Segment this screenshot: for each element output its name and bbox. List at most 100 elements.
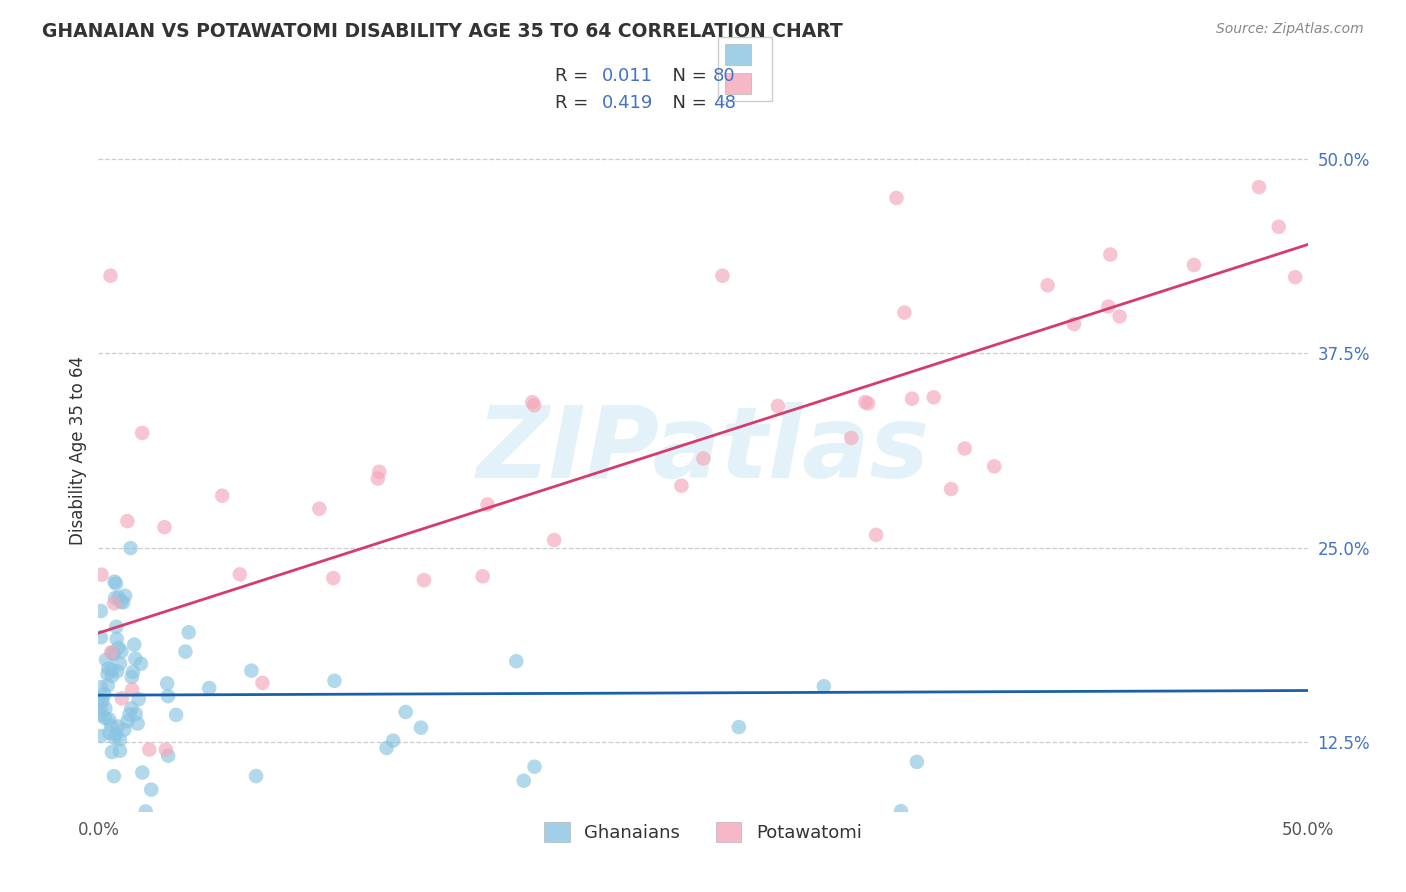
Point	[117, 514, 139, 528]
Point	[131, 425, 153, 440]
Point	[90, 680, 112, 694]
Point	[120, 541, 142, 555]
Point	[103, 647, 125, 661]
Point	[1182, 258, 1205, 272]
Text: ZIPatlas: ZIPatlas	[477, 402, 929, 499]
Point	[108, 732, 131, 747]
Point	[523, 760, 546, 774]
Text: R =: R =	[555, 67, 595, 85]
Point	[323, 673, 346, 688]
Point	[111, 691, 134, 706]
Point	[543, 533, 565, 547]
Point	[308, 501, 330, 516]
Point	[135, 805, 157, 819]
Point	[105, 632, 128, 646]
Point	[165, 707, 187, 722]
Point	[90, 729, 112, 743]
Point	[128, 692, 150, 706]
Point	[865, 528, 887, 542]
Point	[322, 571, 344, 585]
Point	[98, 712, 121, 726]
Point	[91, 693, 114, 707]
Point	[114, 589, 136, 603]
Point	[114, 723, 136, 737]
Point	[177, 625, 200, 640]
Point	[766, 399, 789, 413]
Text: Source: ZipAtlas.com: Source: ZipAtlas.com	[1216, 22, 1364, 37]
Point	[96, 667, 118, 681]
Point	[229, 567, 252, 582]
Text: 0.011: 0.011	[602, 67, 652, 85]
Point	[93, 687, 115, 701]
Point	[512, 773, 534, 788]
Point	[90, 631, 112, 645]
Point	[103, 574, 125, 589]
Text: N =: N =	[661, 67, 713, 85]
Point	[121, 682, 143, 697]
Point	[413, 573, 436, 587]
Point	[90, 703, 112, 717]
Point	[240, 664, 263, 678]
Point	[156, 676, 179, 690]
Point	[245, 769, 267, 783]
Point	[711, 268, 734, 283]
Point	[108, 657, 131, 671]
Y-axis label: Disability Age 35 to 64: Disability Age 35 to 64	[69, 356, 87, 545]
Point	[505, 654, 527, 668]
Point	[90, 693, 112, 707]
Point	[893, 305, 915, 319]
Point	[953, 442, 976, 456]
Point	[174, 644, 197, 658]
Point	[523, 398, 546, 412]
Point	[127, 716, 149, 731]
Text: 0.419: 0.419	[602, 94, 654, 112]
Point	[124, 651, 146, 665]
Point	[94, 701, 117, 715]
Point	[198, 681, 221, 695]
Point	[110, 644, 132, 658]
Point	[90, 604, 112, 618]
Point	[125, 706, 148, 721]
Point	[90, 708, 112, 723]
Point	[471, 569, 494, 583]
Point	[1267, 219, 1289, 234]
Point	[382, 733, 405, 747]
Point	[94, 711, 117, 725]
Point	[155, 742, 177, 756]
Point	[939, 482, 962, 496]
Point	[121, 670, 143, 684]
Point	[727, 720, 749, 734]
Point	[138, 742, 160, 756]
Point	[1284, 270, 1306, 285]
Point	[105, 620, 128, 634]
Point	[157, 748, 180, 763]
Point	[1097, 300, 1119, 314]
Point	[671, 479, 693, 493]
Text: R =: R =	[555, 94, 595, 112]
Point	[922, 390, 945, 404]
Point	[395, 705, 418, 719]
Point	[103, 596, 125, 610]
Point	[97, 678, 120, 692]
Point	[107, 719, 129, 733]
Point	[890, 804, 912, 818]
Point	[122, 665, 145, 679]
Point	[692, 451, 714, 466]
Point	[1036, 278, 1059, 293]
Point	[1099, 247, 1122, 261]
Point	[813, 679, 835, 693]
Point	[807, 813, 830, 827]
Point	[901, 392, 924, 406]
Point	[108, 744, 131, 758]
Point	[252, 675, 274, 690]
Point	[105, 664, 128, 678]
Point	[97, 662, 120, 676]
Point	[375, 741, 398, 756]
Point	[112, 595, 135, 609]
Point	[905, 755, 928, 769]
Point	[101, 646, 124, 660]
Point	[117, 714, 139, 728]
Point	[856, 396, 879, 410]
Point	[100, 718, 122, 732]
Point	[107, 591, 129, 605]
